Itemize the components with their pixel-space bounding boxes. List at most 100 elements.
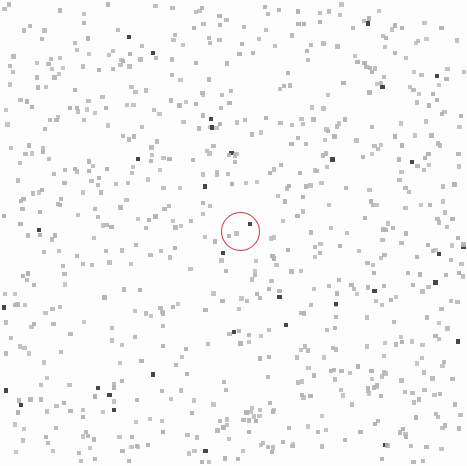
speck [222, 380, 226, 384]
speck [304, 184, 308, 189]
speck [438, 392, 442, 396]
speck [270, 254, 275, 258]
speck [105, 223, 109, 227]
speck [21, 274, 25, 278]
speck [81, 415, 85, 419]
speck [331, 346, 335, 350]
speck [334, 302, 338, 306]
speck [355, 60, 360, 64]
speck [18, 161, 22, 165]
speck [247, 340, 251, 344]
speck [148, 417, 152, 421]
speck [173, 246, 177, 250]
speck [23, 152, 28, 156]
speck [130, 435, 134, 439]
speck [338, 13, 342, 17]
speck [381, 34, 385, 38]
speck [413, 133, 417, 138]
speck [461, 242, 466, 247]
speck [267, 328, 271, 332]
speck [140, 125, 144, 129]
speck [269, 279, 274, 283]
speck [81, 64, 85, 69]
speck [122, 287, 126, 292]
speck [271, 445, 275, 450]
speck [217, 38, 222, 42]
speck [257, 414, 262, 418]
speck [192, 449, 197, 453]
speck [81, 262, 85, 266]
speck [9, 146, 13, 150]
speck [184, 347, 188, 351]
speck [410, 339, 414, 344]
speck [3, 292, 7, 296]
speck [68, 106, 72, 110]
speck [431, 249, 435, 253]
speck [283, 199, 287, 204]
speck [138, 288, 142, 292]
speck [401, 427, 405, 431]
speck [117, 435, 122, 439]
speck [443, 423, 447, 428]
speck [211, 402, 216, 407]
speck [411, 88, 416, 92]
speck [110, 338, 114, 343]
speck [119, 58, 124, 62]
speck [112, 408, 116, 412]
speck [229, 151, 234, 155]
speck [112, 399, 116, 404]
speck [171, 38, 176, 42]
speck [258, 296, 262, 300]
speck [369, 199, 373, 204]
speck [380, 457, 384, 461]
speck [99, 190, 103, 195]
speck [430, 376, 435, 381]
speck [408, 85, 412, 89]
speck [335, 44, 340, 49]
speck [296, 380, 300, 385]
speck [436, 415, 440, 419]
speck [181, 43, 185, 47]
speck [433, 248, 438, 252]
speck [445, 326, 450, 331]
speck [383, 371, 388, 376]
speck [120, 379, 124, 383]
speck [104, 249, 108, 253]
speck [153, 214, 158, 219]
speck [90, 263, 94, 267]
speck [365, 344, 369, 349]
speck [296, 9, 300, 13]
speck [68, 409, 73, 413]
speck [208, 204, 212, 208]
speck [11, 54, 16, 59]
speck [420, 356, 424, 360]
speck [39, 383, 43, 387]
speck [232, 330, 236, 334]
speck [146, 443, 150, 447]
speck [177, 103, 182, 108]
speck [114, 182, 118, 186]
speck [282, 84, 286, 88]
speck [382, 354, 386, 358]
speck [2, 7, 7, 11]
speck [267, 355, 271, 359]
speck [7, 2, 11, 7]
speck [325, 328, 329, 332]
target-ring-icon[interactable] [221, 212, 260, 251]
speck [296, 136, 300, 140]
speck [431, 92, 435, 96]
speck [51, 449, 55, 453]
speck [20, 207, 25, 211]
speck [224, 269, 228, 273]
speck [21, 197, 26, 201]
speck [301, 122, 305, 126]
speck [46, 441, 50, 445]
speck [365, 261, 370, 265]
speck [352, 287, 356, 291]
speck [211, 144, 216, 148]
speck [116, 28, 120, 32]
speck [433, 280, 438, 285]
speck [281, 219, 285, 223]
speck [92, 437, 96, 442]
